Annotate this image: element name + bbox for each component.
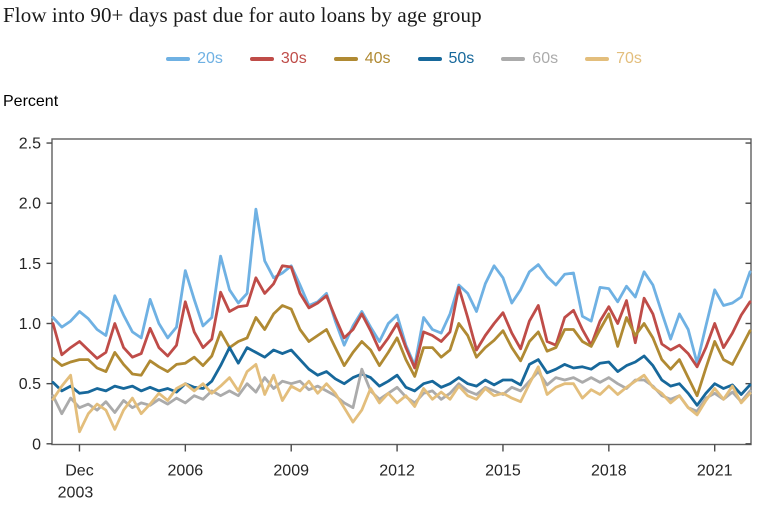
y-tick-label: 2.0 (19, 196, 41, 213)
legend-swatch-20s (166, 56, 191, 62)
legend-item-50s: 50s (417, 50, 475, 67)
x-tick-label: Dec (65, 463, 93, 480)
chart-legend: 20s 30s 40s 50s 60s 70s (54, 49, 754, 69)
legend-item-60s: 60s (501, 51, 558, 67)
legend-label-50s: 50s (448, 50, 475, 67)
x-tick-label: 2021 (697, 463, 733, 480)
y-tick-label: 1.0 (19, 316, 41, 333)
x-tick-label: 2018 (591, 463, 627, 480)
y-axis-unit-label: Percent (3, 93, 59, 110)
legend-label-70s: 70s (616, 50, 642, 67)
y-tick-label: 1.5 (19, 256, 41, 273)
series-line-20s (51, 207, 752, 368)
legend-swatch-60s (501, 56, 526, 62)
chart-title: Flow into 90+ days past due for auto loa… (3, 3, 482, 27)
legend-swatch-40s (333, 56, 358, 62)
legend-swatch-30s (249, 56, 274, 62)
legend-item-20s: 20s (166, 51, 223, 67)
x-tick-label-year: 2003 (58, 485, 94, 502)
legend-swatch-70s (585, 56, 610, 62)
x-tick-label: 2012 (379, 463, 415, 480)
x-tick-label: 2009 (273, 463, 309, 480)
legend-label-30s: 30s (280, 50, 307, 67)
legend-item-70s: 70s (585, 51, 642, 67)
y-tick-label: 2.5 (19, 136, 41, 153)
series-line-40s (51, 304, 752, 398)
plot-border (51, 138, 752, 446)
series-line-50s (51, 346, 752, 407)
legend-swatch-50s (417, 56, 442, 62)
x-tick-label: 2015 (485, 463, 521, 480)
legend-label-20s: 20s (197, 50, 223, 67)
series-line-70s (51, 362, 752, 434)
legend-item-30s: 30s (249, 50, 307, 67)
legend-item-40s: 40s (333, 50, 391, 67)
x-tick-label: 2006 (168, 463, 204, 480)
legend-label-60s: 60s (532, 50, 559, 67)
legend-label-40s: 40s (364, 50, 391, 67)
y-tick-label: 0 (32, 436, 41, 453)
y-tick-label: 0.5 (19, 376, 41, 393)
